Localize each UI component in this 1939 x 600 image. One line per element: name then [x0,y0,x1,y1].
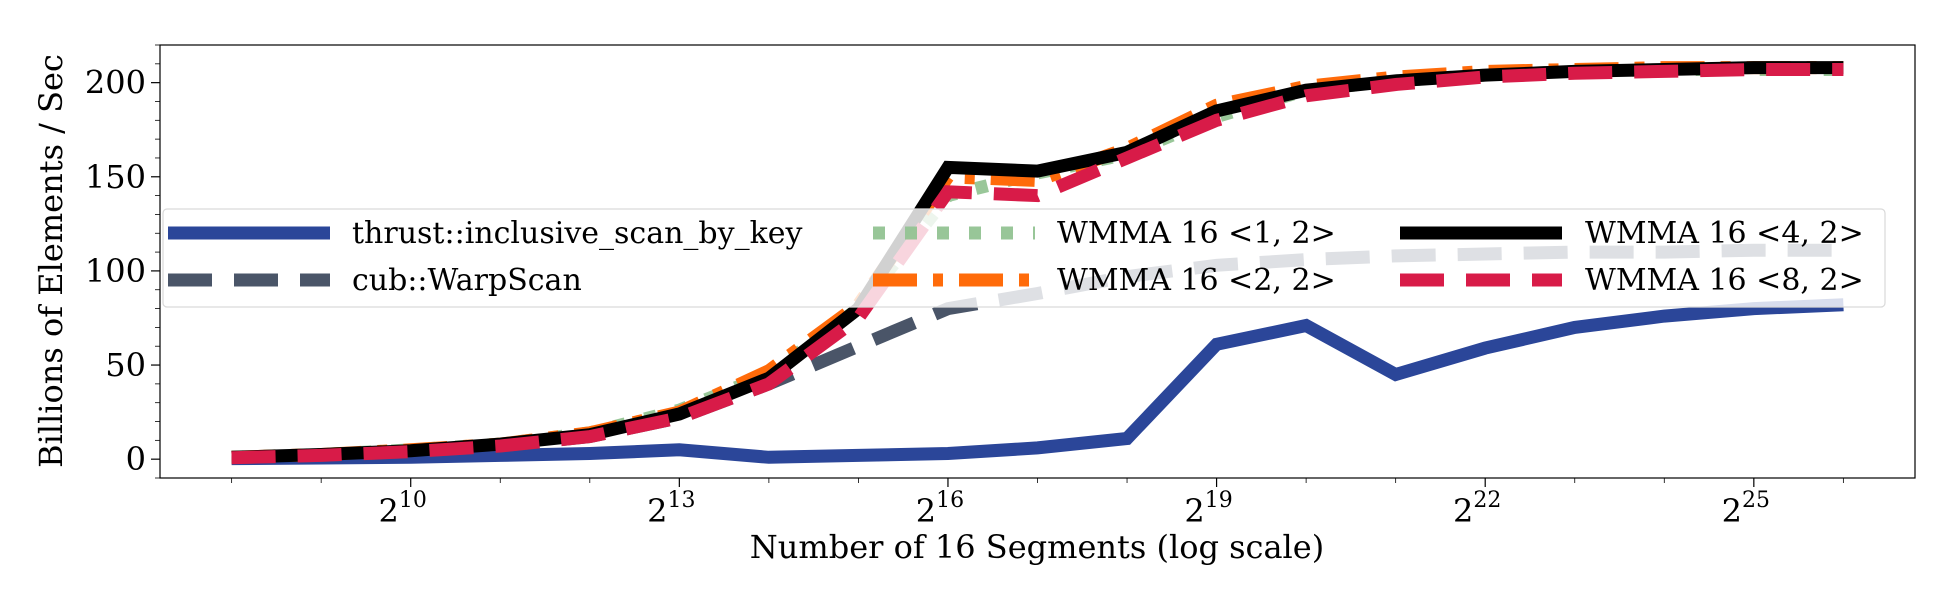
x-tick-exponent: 16 [936,488,964,513]
legend-label-6: WMMA 16 <8, 2> [1585,263,1864,298]
x-tick-exponent: 10 [399,488,427,513]
plot-frame [159,44,1916,479]
y-tick-label: 150 [85,158,146,196]
legend-label-2: cub::WarpScan [352,263,582,298]
x-tick-label: 225 [1722,488,1770,530]
legend-label-4: WMMA 16 <2, 2> [1057,263,1336,298]
x-tick-label: 219 [1184,488,1232,530]
series-line-6 [231,63,1844,465]
legend-label-5: WMMA 16 <4, 2> [1585,216,1864,251]
x-tick-base: 2 [916,492,936,530]
x-tick-label: 213 [647,488,695,530]
y-tick-label: 50 [105,346,146,384]
x-tick-base: 2 [1184,492,1204,530]
y-tick-label: 200 [85,64,146,102]
x-tick-base: 2 [1453,492,1473,530]
series-line-1 [231,298,1844,466]
y-axis-label: Billions of Elements / Sec [32,54,70,468]
y-tick-label: 0 [126,440,146,478]
y-tick-label: 100 [85,252,146,290]
x-tick-label: 216 [916,488,964,530]
legend: thrust::inclusive_scan_by_keycub::WarpSc… [162,208,1886,308]
x-tick-exponent: 25 [1742,488,1770,513]
x-tick-base: 2 [647,492,667,530]
x-tick-exponent: 19 [1205,488,1233,513]
x-tick-base: 2 [379,492,399,530]
x-axis-label: Number of 16 Segments (log scale) [750,528,1324,566]
x-tick-exponent: 22 [1473,488,1501,513]
legend-label-3: WMMA 16 <1, 2> [1057,216,1336,251]
legend-label-1: thrust::inclusive_scan_by_key [352,216,803,251]
x-tick-label: 222 [1453,488,1501,530]
x-tick-label: 210 [379,488,427,530]
x-tick-exponent: 13 [668,488,696,513]
x-tick-base: 2 [1722,492,1742,530]
